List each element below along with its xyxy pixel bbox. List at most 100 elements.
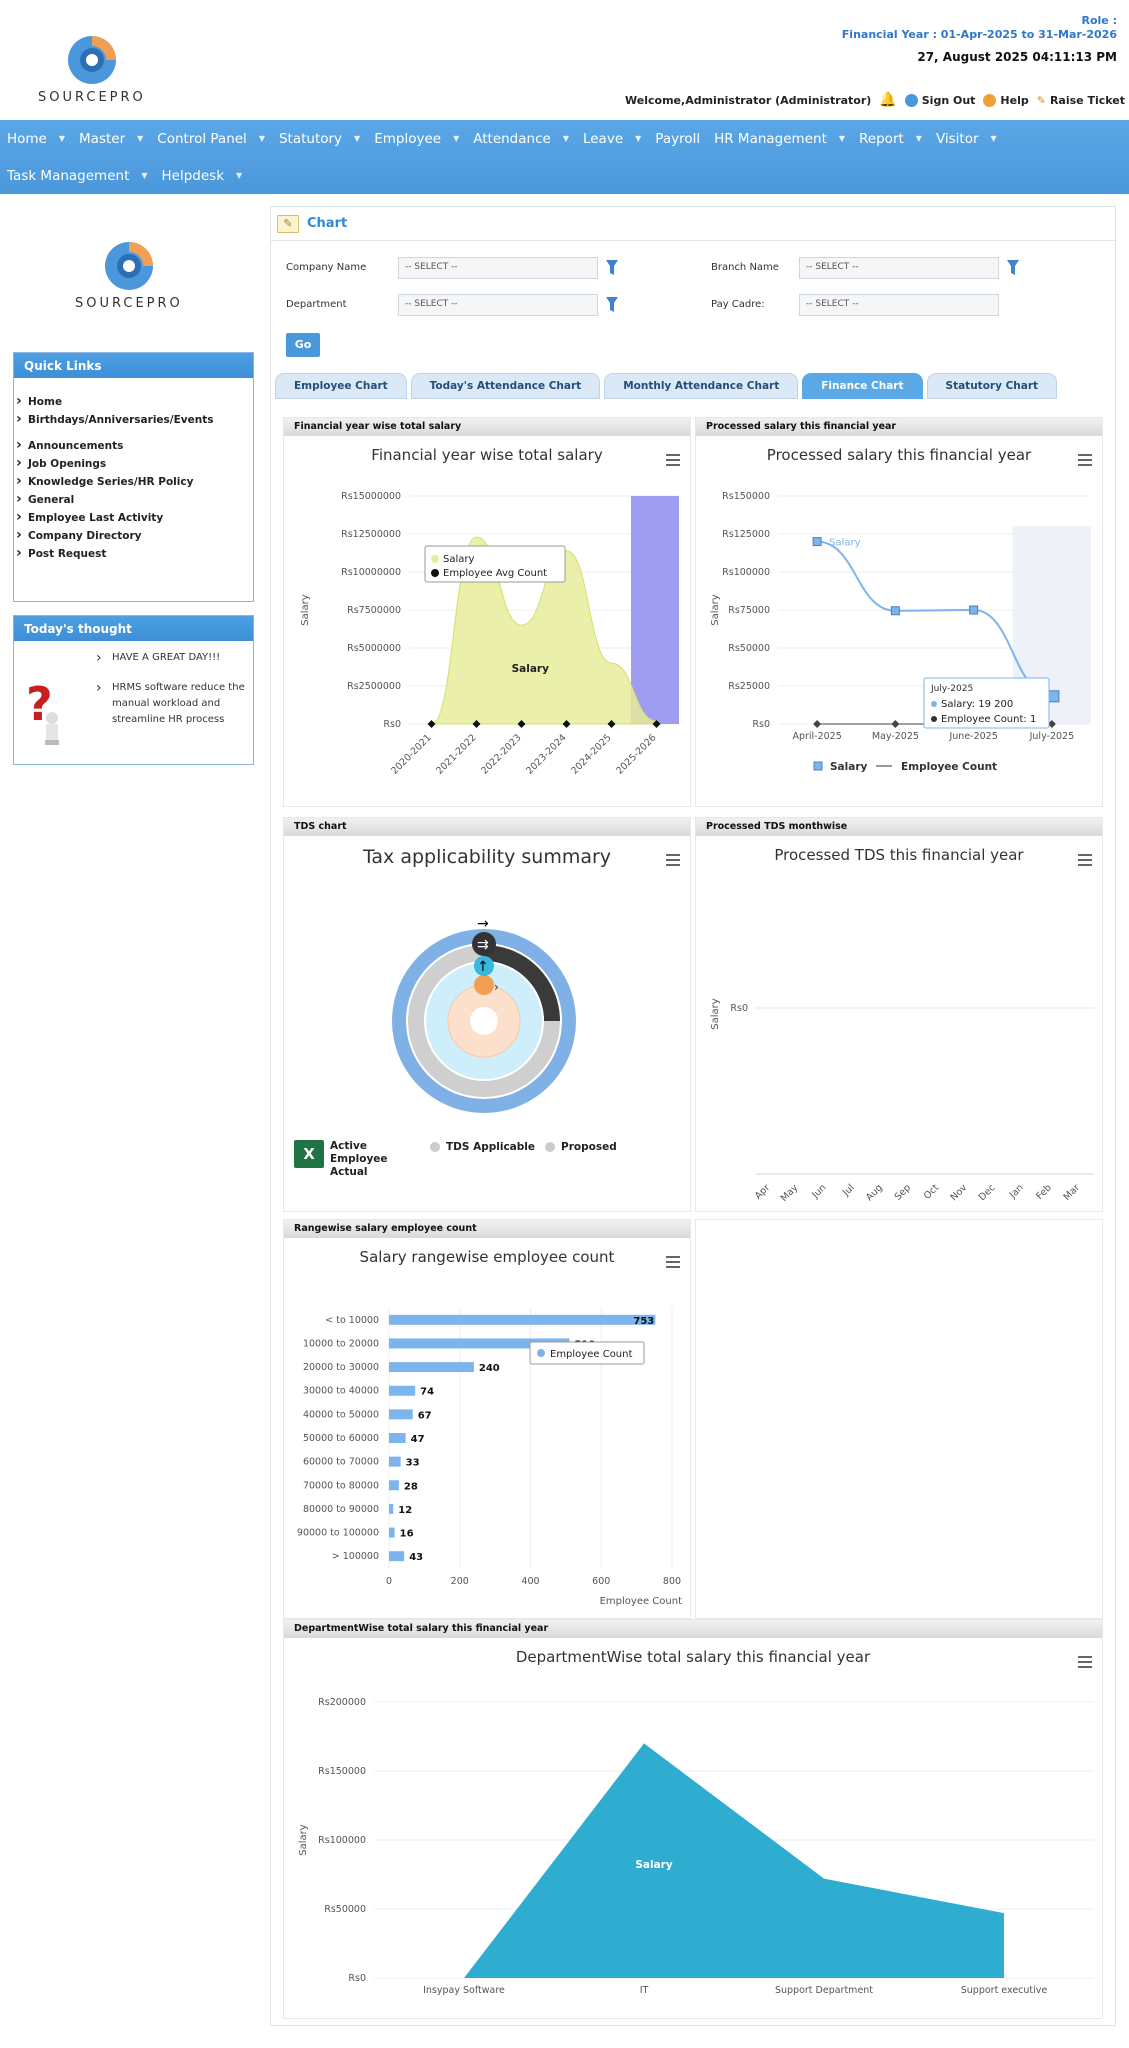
- salary-point[interactable]: [1047, 690, 1060, 703]
- company-name-select[interactable]: -- SELECT --: [398, 257, 598, 279]
- salary-point[interactable]: [812, 537, 822, 547]
- tab-statutory-chart[interactable]: Statutory Chart: [926, 373, 1058, 399]
- brand-name: SOURCEPRO: [75, 296, 183, 311]
- nav-item-attendance[interactable]: Attendance ▼: [466, 131, 576, 147]
- branch-name-select[interactable]: -- SELECT --: [799, 257, 999, 279]
- tab-employee-chart[interactable]: Employee Chart: [275, 373, 407, 399]
- quick-link-item[interactable]: Knowledge Series/HR Policy: [14, 473, 253, 491]
- department-select[interactable]: -- SELECT --: [398, 294, 598, 316]
- nav-item-hr-management[interactable]: HR Management ▼: [707, 131, 852, 147]
- panel-title: Rangewise salary employee count: [284, 1220, 690, 1238]
- legend-employee-count: Employee Count: [901, 761, 997, 773]
- tooltip-count: Employee Count: 1: [941, 714, 1036, 725]
- chart-menu-icon[interactable]: [1078, 1656, 1092, 1668]
- employee-count-point[interactable]: [607, 720, 616, 728]
- legend-dot-icon: [430, 1142, 440, 1152]
- salary-point[interactable]: [969, 605, 979, 615]
- content-header: ✎ Chart: [271, 207, 1115, 241]
- nav-item-leave[interactable]: Leave ▼: [576, 131, 648, 147]
- nav-item-home[interactable]: Home ▼: [0, 131, 72, 147]
- employee-count-point[interactable]: [562, 720, 571, 728]
- x-tick-label: 2022-2023: [479, 732, 523, 776]
- thought-text: › HAVE A GREAT DAY!!! › HRMS software redu…: [96, 650, 246, 728]
- employee-count-point[interactable]: [427, 720, 436, 728]
- employee-count-point[interactable]: [813, 720, 822, 728]
- tab-today-s-attendance-chart[interactable]: Today's Attendance Chart: [410, 373, 601, 399]
- employee-count-point[interactable]: [891, 720, 900, 728]
- nav-item-helpdesk[interactable]: Helpdesk ▼: [155, 168, 250, 184]
- filter-icon[interactable]: [1006, 259, 1020, 277]
- nav-item-statutory[interactable]: Statutory ▼: [272, 131, 367, 147]
- data-label: 43: [409, 1552, 423, 1563]
- quick-link-item[interactable]: Post Request: [14, 545, 253, 563]
- nav-item-task-management[interactable]: Task Management ▼: [0, 168, 155, 184]
- quick-link-item[interactable]: Company Directory: [14, 527, 253, 545]
- ring-gray-segment[interactable]: [484, 945, 560, 1021]
- help-button[interactable]: Help: [983, 93, 1029, 107]
- tab-finance-chart[interactable]: Finance Chart: [802, 373, 923, 399]
- bar[interactable]: [389, 1480, 399, 1491]
- bar[interactable]: [389, 1385, 416, 1396]
- employee-count-point[interactable]: [1047, 720, 1056, 728]
- question-man-icon: ?: [24, 676, 66, 748]
- quick-link-item[interactable]: General: [14, 491, 253, 509]
- y-tick-label: Rs0: [348, 1973, 366, 1984]
- chevron-down-icon: ▼: [838, 134, 846, 143]
- quick-link-item[interactable]: Announcements: [14, 437, 253, 455]
- panel-title: Processed salary this financial year: [696, 418, 1102, 436]
- notifications-button[interactable]: 🔔: [879, 92, 896, 108]
- legend-proposed[interactable]: Proposed: [545, 1140, 617, 1154]
- quick-links-title: Quick Links: [14, 353, 253, 378]
- nav-item-control-panel[interactable]: Control Panel ▼: [150, 131, 272, 147]
- raise-ticket-button[interactable]: ✎ Raise Ticket: [1037, 94, 1125, 107]
- legend-active-employee[interactable]: X Active Employee Actual: [294, 1140, 420, 1179]
- nav-item-employee[interactable]: Employee ▼: [367, 131, 466, 147]
- quick-link-item[interactable]: Job Openings: [14, 455, 253, 473]
- bar[interactable]: [389, 1433, 406, 1443]
- salary-point[interactable]: [890, 606, 900, 616]
- bar[interactable]: [389, 1409, 413, 1420]
- chart-menu-icon[interactable]: [666, 854, 680, 866]
- bar[interactable]: [389, 1551, 405, 1562]
- quick-link-item[interactable]: Birthdays/Anniversaries/Events: [14, 411, 253, 429]
- bar[interactable]: [389, 1362, 474, 1373]
- filter-icon[interactable]: [605, 296, 619, 314]
- legend-tds-applicable[interactable]: TDS Applicable: [430, 1140, 535, 1154]
- tab-monthly-attendance-chart[interactable]: Monthly Attendance Chart: [604, 373, 799, 399]
- employee-count-point[interactable]: [517, 720, 526, 728]
- chart-legend[interactable]: Salary Employee Count: [813, 761, 997, 773]
- pay-cadre-select[interactable]: -- SELECT --: [799, 294, 999, 316]
- chevron-down-icon: ▼: [141, 171, 148, 180]
- quick-link-item[interactable]: Home: [14, 393, 253, 411]
- chart-menu-icon[interactable]: [666, 1256, 680, 1268]
- nav-item-payroll[interactable]: Payroll: [648, 131, 707, 147]
- chart-menu-icon[interactable]: [666, 454, 680, 466]
- bar[interactable]: [389, 1503, 394, 1514]
- sourcepro-logo-icon: [67, 36, 116, 84]
- nav-item-report[interactable]: Report ▼: [852, 131, 929, 147]
- employee-count-point[interactable]: [652, 720, 661, 728]
- bar-highlight[interactable]: [631, 496, 679, 724]
- go-button[interactable]: Go: [286, 333, 320, 357]
- bar[interactable]: [389, 1338, 570, 1349]
- bell-icon: 🔔: [879, 92, 897, 108]
- chart-menu-icon[interactable]: [1078, 454, 1092, 466]
- legend-salary: Salary: [830, 761, 868, 773]
- bar[interactable]: [389, 1314, 656, 1325]
- quick-link-item[interactable]: Employee Last Activity: [14, 509, 253, 527]
- salary-line[interactable]: [817, 540, 1052, 696]
- bar[interactable]: [389, 1456, 401, 1467]
- nav-label: Control Panel: [157, 130, 247, 147]
- panel-processed-salary: Processed salary this financial year Pro…: [695, 417, 1103, 807]
- x-tick-label: Support executive: [961, 1985, 1048, 1996]
- bar[interactable]: [389, 1527, 395, 1538]
- chart-menu-icon[interactable]: [1078, 854, 1092, 866]
- brand-logo[interactable]: SOURCEPRO: [38, 34, 146, 105]
- sign-out-button[interactable]: Sign Out: [904, 93, 975, 107]
- department-salary-area[interactable]: [464, 1743, 1004, 1978]
- nav-item-master[interactable]: Master ▼: [72, 131, 150, 147]
- nav-item-visitor[interactable]: Visitor ▼: [929, 131, 1004, 147]
- filter-icon[interactable]: [605, 259, 619, 277]
- employee-count-point[interactable]: [472, 720, 481, 728]
